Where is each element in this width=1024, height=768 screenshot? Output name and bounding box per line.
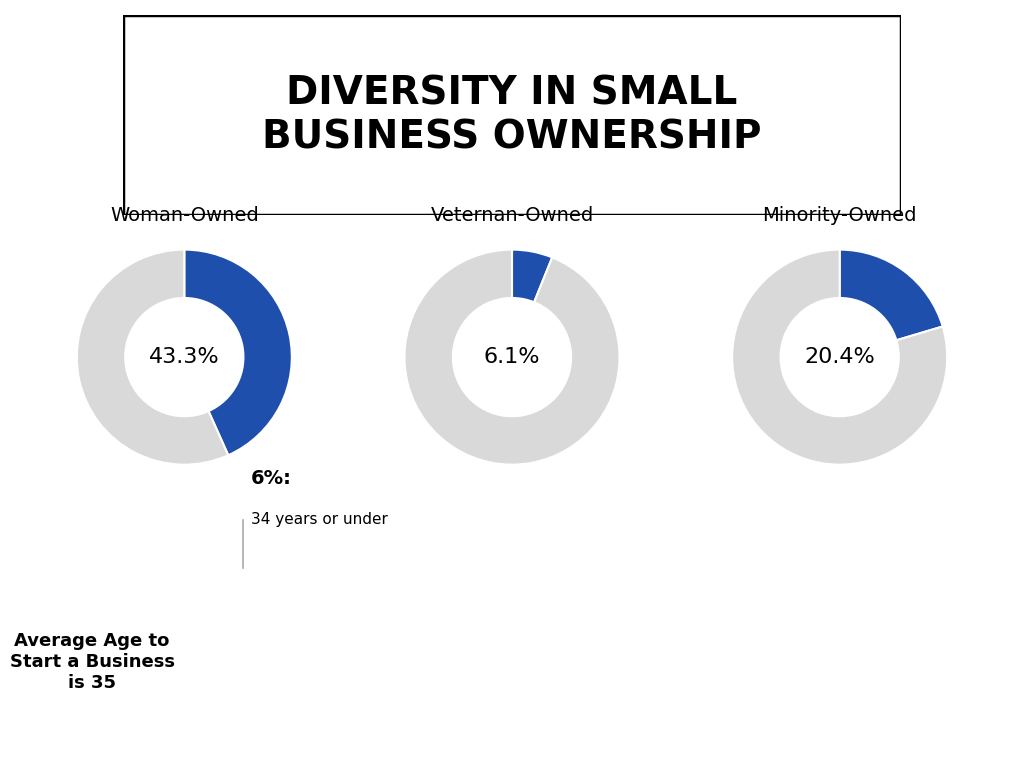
Text: 34 years or under: 34 years or under — [251, 512, 388, 528]
Text: 20.4%: 20.4% — [804, 347, 876, 367]
Wedge shape — [512, 250, 552, 303]
Text: 55 + years: 55 + years — [711, 664, 802, 682]
Text: Veternan-Owned: Veternan-Owned — [430, 206, 594, 224]
Wedge shape — [404, 250, 620, 465]
Text: 35-54 years: 35-54 years — [315, 664, 415, 682]
Text: 43%:: 43%: — [330, 614, 399, 639]
Text: 51%:: 51%: — [721, 614, 791, 639]
Text: Average Age to
Start a Business
is 35: Average Age to Start a Business is 35 — [9, 632, 175, 692]
Text: DIVERSITY IN SMALL
BUSINESS OWNERSHIP: DIVERSITY IN SMALL BUSINESS OWNERSHIP — [262, 74, 762, 156]
Text: Woman-Owned: Woman-Owned — [110, 206, 259, 224]
Text: 43.3%: 43.3% — [150, 347, 219, 367]
Wedge shape — [732, 250, 947, 465]
Text: Minority-Owned: Minority-Owned — [763, 206, 916, 224]
Wedge shape — [77, 250, 228, 465]
FancyBboxPatch shape — [123, 15, 901, 215]
Wedge shape — [840, 250, 943, 340]
Text: 6%:: 6%: — [251, 469, 292, 488]
Wedge shape — [184, 250, 292, 455]
Text: 6.1%: 6.1% — [483, 347, 541, 367]
